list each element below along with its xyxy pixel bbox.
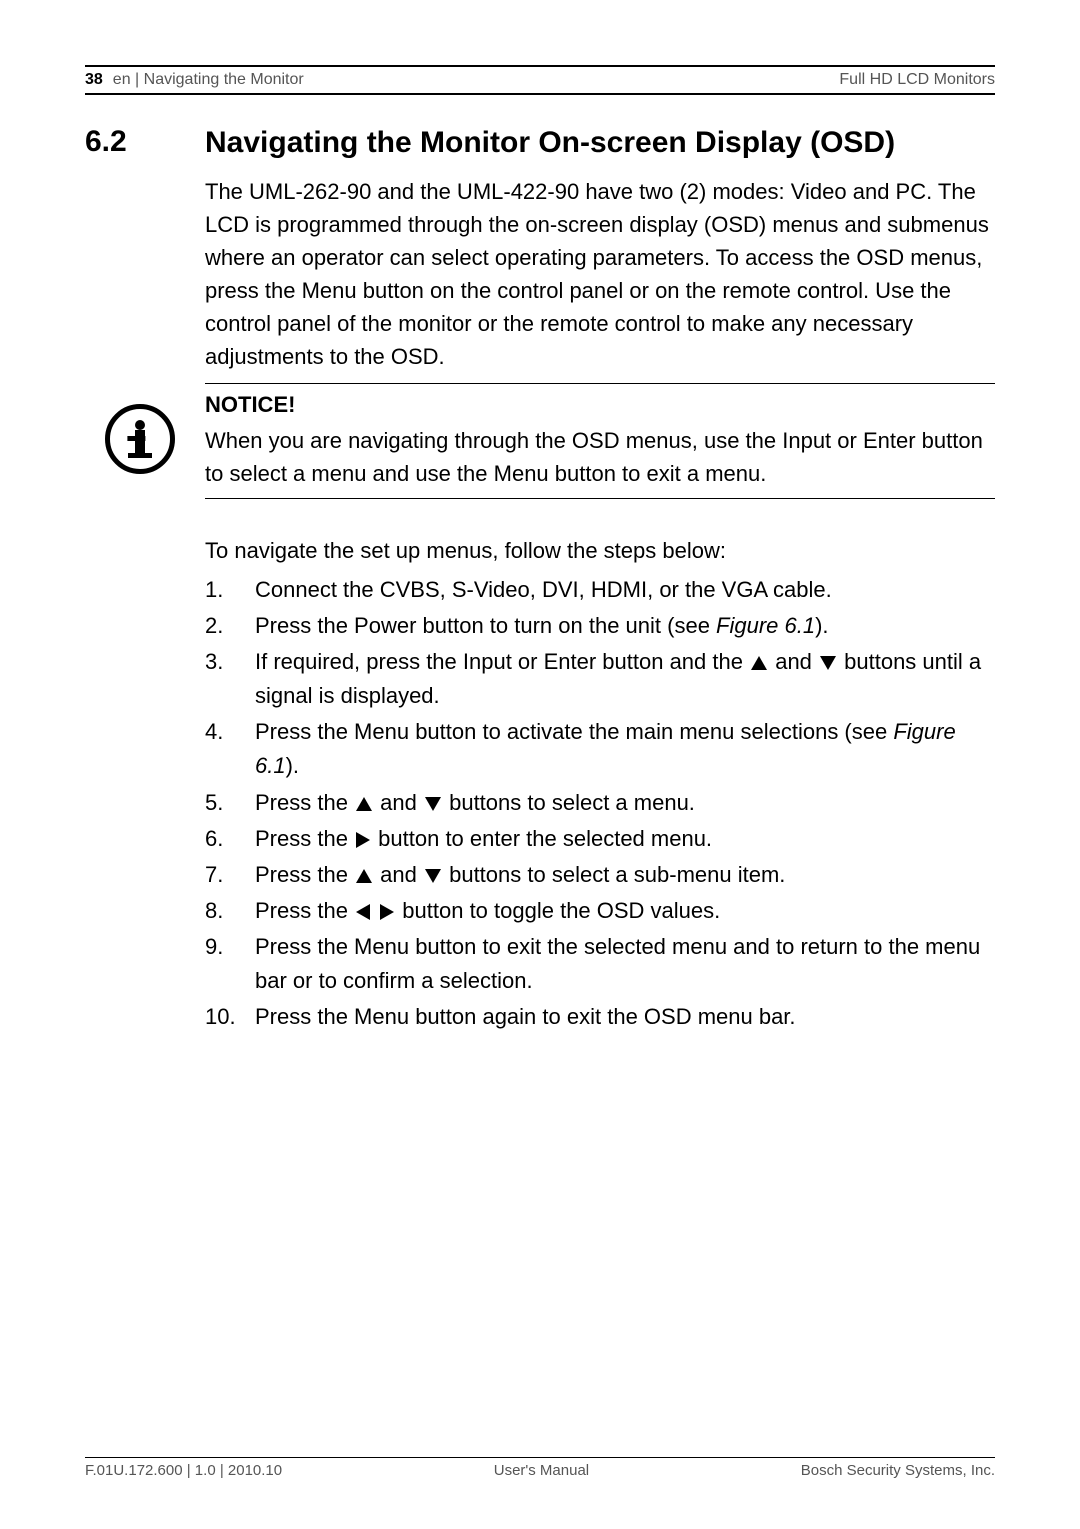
step-number: 4. (205, 715, 255, 783)
step-item: 1.Connect the CVBS, S-Video, DVI, HDMI, … (205, 573, 995, 607)
page-header: 38 en | Navigating the Monitor Full HD L… (85, 65, 995, 95)
step-item: 2.Press the Power button to turn on the … (205, 609, 995, 643)
notice-block: NOTICE! When you are navigating through … (205, 383, 995, 499)
step-item: 3.If required, press the Input or Enter … (205, 645, 995, 713)
info-icon (105, 404, 175, 474)
steps-intro: To navigate the set up menus, follow the… (205, 534, 995, 567)
step-text: If required, press the Input or Enter bu… (255, 645, 995, 713)
step-item: 8.Press the button to toggle the OSD val… (205, 894, 995, 928)
page-number: 38 (85, 71, 103, 89)
notice-text: When you are navigating through the OSD … (205, 424, 995, 490)
step-number: 1. (205, 573, 255, 607)
step-number: 2. (205, 609, 255, 643)
triangle-left-icon (356, 904, 370, 920)
section-heading: 6.2 Navigating the Monitor On-screen Dis… (85, 125, 995, 161)
step-text: Connect the CVBS, S-Video, DVI, HDMI, or… (255, 573, 995, 607)
triangle-down-icon (820, 656, 836, 670)
step-number: 6. (205, 822, 255, 856)
step-number: 5. (205, 786, 255, 820)
step-number: 8. (205, 894, 255, 928)
step-item: 9.Press the Menu button to exit the sele… (205, 930, 995, 998)
footer-right: Bosch Security Systems, Inc. (801, 1462, 995, 1479)
breadcrumb: en | Navigating the Monitor (113, 71, 304, 89)
triangle-up-icon (356, 797, 372, 811)
step-number: 7. (205, 858, 255, 892)
step-text: Press the and buttons to select a sub-me… (255, 858, 995, 892)
triangle-right-icon (380, 904, 394, 920)
step-number: 9. (205, 930, 255, 998)
step-text: Press the Menu button to exit the select… (255, 930, 995, 998)
step-text: Press the and buttons to select a menu. (255, 786, 995, 820)
page-footer: F.01U.172.600 | 1.0 | 2010.10 User's Man… (85, 1457, 995, 1479)
header-left: 38 en | Navigating the Monitor (85, 71, 304, 89)
intro-paragraph: The UML-262-90 and the UML-422-90 have t… (205, 175, 995, 373)
step-text: Press the Menu button to activate the ma… (255, 715, 995, 783)
step-number: 10. (205, 1000, 255, 1034)
triangle-down-icon (425, 797, 441, 811)
section-number: 6.2 (85, 125, 175, 161)
footer-left: F.01U.172.600 | 1.0 | 2010.10 (85, 1462, 282, 1479)
step-item: 10.Press the Menu button again to exit t… (205, 1000, 995, 1034)
notice-title: NOTICE! (205, 392, 995, 418)
figure-reference: Figure 6.1 (255, 719, 956, 778)
triangle-down-icon (425, 869, 441, 883)
triangle-up-icon (751, 656, 767, 670)
section-title: Navigating the Monitor On-screen Display… (205, 125, 895, 161)
step-item: 6.Press the button to enter the selected… (205, 822, 995, 856)
figure-reference: Figure 6.1 (716, 613, 815, 638)
step-text: Press the Menu button again to exit the … (255, 1000, 995, 1034)
steps-list: 1.Connect the CVBS, S-Video, DVI, HDMI, … (205, 573, 995, 1034)
step-item: 5.Press the and buttons to select a menu… (205, 786, 995, 820)
doc-title: Full HD LCD Monitors (839, 71, 995, 89)
step-text: Press the button to enter the selected m… (255, 822, 995, 856)
step-item: 7.Press the and buttons to select a sub-… (205, 858, 995, 892)
step-item: 4.Press the Menu button to activate the … (205, 715, 995, 783)
triangle-right-icon (356, 832, 370, 848)
triangle-up-icon (356, 869, 372, 883)
footer-center: User's Manual (494, 1462, 589, 1479)
step-text: Press the button to toggle the OSD value… (255, 894, 995, 928)
step-text: Press the Power button to turn on the un… (255, 609, 995, 643)
step-number: 3. (205, 645, 255, 713)
